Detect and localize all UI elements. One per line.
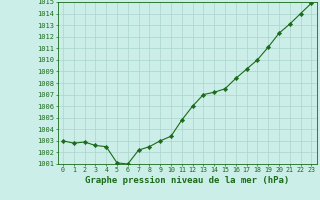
X-axis label: Graphe pression niveau de la mer (hPa): Graphe pression niveau de la mer (hPa): [85, 176, 289, 185]
